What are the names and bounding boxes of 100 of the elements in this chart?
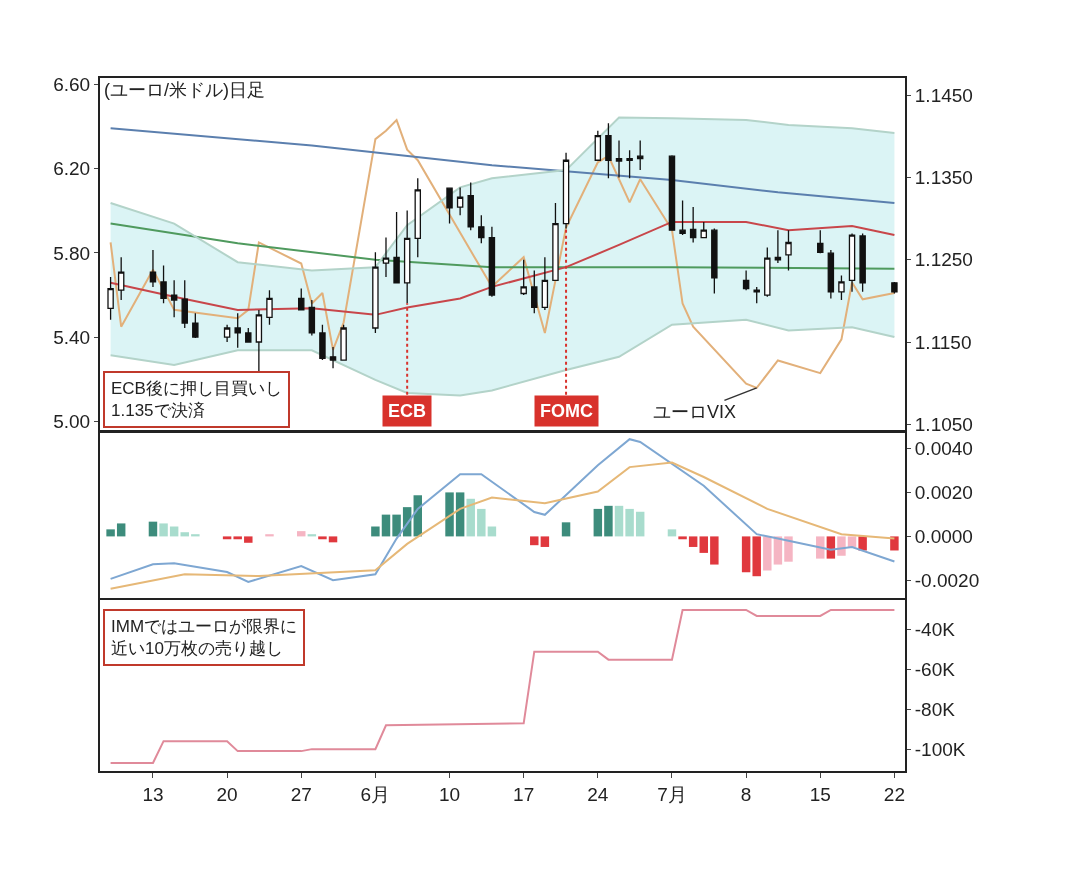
candlestick: [552, 202, 559, 281]
bar: [318, 536, 327, 540]
y-tick-label: 0.0020: [914, 482, 973, 504]
candlestick: [181, 279, 188, 329]
bar: [667, 529, 677, 537]
bar: [328, 536, 338, 543]
candlestick: [668, 154, 676, 231]
candlestick: [488, 226, 496, 298]
candlestick: [329, 346, 337, 369]
y-tick-label: 5.80: [53, 242, 91, 264]
candlestick: [149, 249, 157, 288]
y2-tick-label: 1.1250: [914, 249, 973, 271]
line-series: [109, 438, 896, 583]
bar: [222, 536, 232, 540]
line-series: [109, 220, 896, 316]
y2-tick-label: 1.1450: [914, 84, 973, 106]
candlestick: [403, 209, 411, 304]
candlestick: [636, 139, 644, 171]
ref-line-label: FOMC: [540, 401, 593, 421]
candlestick: [689, 206, 697, 244]
candlestick: [446, 187, 453, 225]
candlestick: [478, 214, 485, 244]
y-tick-label: 5.00: [53, 411, 91, 433]
candlestick: [541, 256, 549, 311]
candlestick: [223, 324, 231, 343]
line-series: [109, 461, 896, 590]
candlestick: [107, 276, 114, 321]
candlestick: [891, 281, 898, 295]
bar: [191, 534, 200, 537]
y-tick-label: 6.60: [53, 73, 91, 95]
candlestick: [319, 324, 326, 361]
candlestick: [456, 186, 464, 216]
candlestick: [266, 289, 273, 326]
bar: [106, 529, 115, 537]
x-tick-label: 24: [587, 783, 609, 805]
candlestick: [372, 251, 379, 334]
candlestick: [414, 177, 422, 258]
x-tick-label: 15: [809, 783, 831, 805]
bar: [540, 536, 550, 547]
candlestick: [393, 211, 400, 284]
candlestick: [160, 264, 167, 304]
bar: [688, 536, 698, 547]
candlestick: [531, 269, 538, 314]
x-tick-label: 7月: [657, 783, 687, 805]
y-tick-label: 6.20: [53, 158, 91, 180]
candlestick: [742, 269, 750, 291]
candlestick: [764, 246, 771, 298]
candlestick: [838, 274, 845, 301]
bar: [371, 526, 380, 537]
bar: [455, 492, 465, 537]
x-tick-label: 10: [438, 783, 461, 805]
bar: [890, 536, 899, 551]
candlestick: [774, 229, 782, 264]
candlestick: [192, 312, 199, 339]
candlestick: [605, 122, 612, 179]
y-tick-label: -40K: [914, 619, 956, 641]
candlestick: [594, 129, 602, 161]
line-series: [109, 608, 896, 765]
candlestick: [170, 279, 178, 318]
ref-line-label: ECB: [388, 401, 427, 421]
candlestick: [298, 287, 305, 311]
candlestick: [615, 139, 623, 179]
bar: [159, 523, 168, 537]
bar: [265, 534, 274, 537]
bar: [763, 536, 772, 571]
bar: [741, 536, 751, 573]
bar: [635, 511, 645, 537]
y-tick-label: -80K: [914, 699, 956, 721]
bar: [678, 536, 687, 540]
bar: [593, 508, 603, 537]
x-tick-label: 17: [513, 783, 535, 805]
line-series: [109, 318, 896, 397]
bar: [816, 536, 825, 559]
candlestick: [234, 312, 241, 349]
line-series: [109, 127, 896, 205]
bar: [233, 536, 242, 540]
candlestick: [679, 199, 686, 236]
bar: [477, 508, 486, 537]
bar: [116, 523, 126, 537]
x-tick-label: 8: [740, 783, 752, 805]
x-tick-label: 6月: [360, 783, 391, 805]
bar: [180, 532, 189, 537]
candlestick: [308, 299, 316, 337]
candlestick: [520, 259, 527, 296]
y-tick-label: 0.0040: [914, 438, 973, 460]
y-tick-label: 5.40: [53, 326, 91, 348]
bar: [752, 536, 761, 577]
x-tick-label: 13: [142, 783, 164, 805]
annotation: IMMではユーロが限界に近い10万枚の売り越し: [111, 617, 298, 659]
candlestick: [785, 229, 792, 272]
candlestick: [848, 232, 856, 293]
bar: [466, 498, 475, 537]
bar: [625, 508, 634, 537]
candlestick: [467, 181, 474, 231]
y2-tick-label: 1.1350: [914, 167, 973, 189]
candlestick: [382, 236, 390, 278]
bar: [445, 492, 454, 537]
candlestick: [817, 229, 824, 254]
y-tick-label: -60K: [914, 659, 956, 681]
x-tick-label: 20: [216, 783, 238, 805]
